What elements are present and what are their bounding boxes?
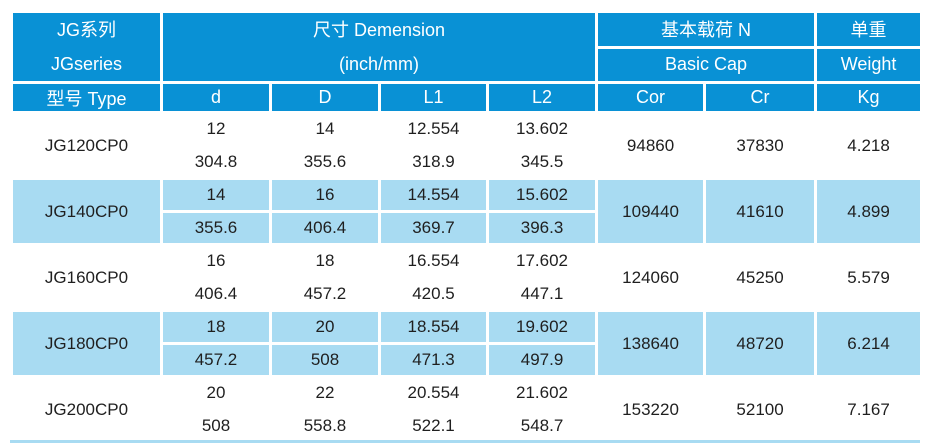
header-dimension: 尺寸 Demension (inch/mm): [159, 10, 599, 84]
cell-L1-mm: 471.3: [378, 342, 489, 378]
cell-L2-inch: 17.602: [485, 243, 599, 279]
cell-L2-inch: 21.602: [485, 375, 599, 411]
cell-L1-mm: 369.7: [378, 210, 489, 246]
cell-L1-inch: 14.554: [378, 177, 489, 213]
table-row: JG180CP0 18 20 18.554 19.602 138640 4872…: [10, 309, 924, 378]
cell-L2-inch: 15.602: [485, 177, 599, 213]
cell-L1-mm: 318.9: [378, 144, 489, 180]
cell-D-mm: 457.2: [269, 276, 381, 312]
header-dimension-zh: 尺寸 Demension: [313, 20, 446, 40]
kg-cell: 7.167: [814, 375, 924, 444]
column-header-Cor: Cor: [595, 81, 707, 114]
cell-L2-inch: 13.602: [485, 111, 599, 147]
kg-cell: 4.899: [814, 177, 924, 246]
column-header-type: 型号 Type: [10, 81, 163, 114]
table-row: JG140CP0 14 16 14.554 15.602 109440 4161…: [10, 177, 924, 246]
cell-D-mm: 406.4: [269, 210, 381, 246]
cell-d-inch: 16: [160, 243, 272, 279]
table-row: JG120CP0 12 14 12.554 13.602 94860 37830…: [10, 111, 924, 180]
header-series-en: JGseries: [50, 54, 122, 74]
cell-D-mm: 558.8: [269, 408, 381, 444]
cell-d-inch: 12: [160, 111, 272, 147]
table-row-mm: 406.4 457.2 420.5 447.1: [12, 276, 922, 312]
cr-cell: 37830: [703, 111, 818, 180]
column-header-L1: L1: [378, 81, 489, 114]
cell-L1-inch: 12.554: [378, 111, 489, 147]
header-dimension-en: (inch/mm): [339, 54, 420, 74]
cell-D-mm: 355.6: [269, 144, 381, 180]
kg-cell: 6.214: [814, 309, 924, 378]
bearing-spec-table-wrap: JG系列 JGseries 尺寸 Demension (inch/mm) 基本载…: [10, 10, 924, 444]
cell-D-inch: 14: [269, 111, 381, 147]
kg-cell: 5.579: [814, 243, 924, 312]
cor-cell: 153220: [595, 375, 707, 444]
cell-d-mm: 508: [160, 408, 272, 444]
model-cell: JG160CP0: [10, 243, 163, 312]
cell-L1-mm: 420.5: [378, 276, 489, 312]
model-cell: JG140CP0: [10, 177, 163, 246]
header-row-2: Basic Cap Weight: [12, 45, 924, 84]
kg-cell: 4.218: [814, 111, 924, 180]
column-header-Cr: Cr: [703, 81, 818, 114]
cell-L1-inch: 20.554: [378, 375, 489, 411]
model-cell: JG200CP0: [10, 375, 163, 444]
cell-L1-inch: 18.554: [378, 309, 489, 345]
cr-cell: 48720: [703, 309, 818, 378]
cell-d-mm: 406.4: [160, 276, 272, 312]
header-load-en: Basic Cap: [595, 45, 818, 84]
cell-D-inch: 16: [269, 177, 381, 213]
cell-L1-mm: 522.1: [378, 408, 489, 444]
cell-d-mm: 457.2: [160, 342, 272, 378]
cell-D-inch: 18: [269, 243, 381, 279]
cell-d-inch: 18: [160, 309, 272, 345]
table-row-mm: 304.8 355.6 318.9 345.5: [12, 144, 922, 180]
model-cell: JG120CP0: [10, 111, 163, 180]
cell-L2-mm: 497.9: [485, 342, 599, 378]
next-row-cutoff-strip: [10, 440, 920, 443]
table-row: JG200CP0 20 22 20.554 21.602 153220 5210…: [10, 375, 924, 444]
cr-cell: 52100: [703, 375, 818, 444]
table-row-mm: 355.6 406.4 369.7 396.3: [12, 210, 922, 246]
table-row-mm: 457.2 508 471.3 497.9: [12, 342, 922, 378]
table-row: JG160CP0 16 18 16.554 17.602 124060 4525…: [10, 243, 924, 312]
cor-cell: 94860: [595, 111, 707, 180]
header-load-zh: 基本载荷 N: [595, 10, 818, 49]
bearing-spec-table: JG系列 JGseries 尺寸 Demension (inch/mm) 基本载…: [10, 10, 924, 444]
cell-d-inch: 14: [160, 177, 272, 213]
cor-cell: 138640: [595, 309, 707, 378]
header-row-1: JG系列 JGseries 尺寸 Demension (inch/mm) 基本载…: [10, 10, 924, 84]
cor-cell: 109440: [595, 177, 707, 246]
cell-L2-mm: 345.5: [485, 144, 599, 180]
column-header-L2: L2: [485, 81, 599, 114]
cell-D-inch: 22: [269, 375, 381, 411]
cr-cell: 45250: [703, 243, 818, 312]
cell-L2-inch: 19.602: [485, 309, 599, 345]
header-weight-en: Weight: [814, 45, 924, 84]
cell-d-mm: 304.8: [160, 144, 272, 180]
cell-d-inch: 20: [160, 375, 272, 411]
model-cell: JG180CP0: [10, 309, 163, 378]
header-series: JG系列 JGseries: [10, 10, 163, 84]
cell-L2-mm: 548.7: [485, 408, 599, 444]
cell-D-inch: 20: [269, 309, 381, 345]
column-header-row: 型号 Type d D L1 L2 Cor Cr Kg: [10, 81, 924, 114]
cell-D-mm: 508: [269, 342, 381, 378]
cor-cell: 124060: [595, 243, 707, 312]
cell-d-mm: 355.6: [160, 210, 272, 246]
cell-L2-mm: 396.3: [485, 210, 599, 246]
table-row-mm: 508 558.8 522.1 548.7: [12, 408, 922, 444]
header-weight-zh: 单重: [814, 10, 924, 49]
cell-L1-inch: 16.554: [378, 243, 489, 279]
column-header-D: D: [269, 81, 381, 114]
cr-cell: 41610: [703, 177, 818, 246]
header-series-zh: JG系列: [56, 20, 116, 40]
cell-L2-mm: 447.1: [485, 276, 599, 312]
column-header-d: d: [160, 81, 272, 114]
column-header-Kg: Kg: [814, 81, 924, 114]
